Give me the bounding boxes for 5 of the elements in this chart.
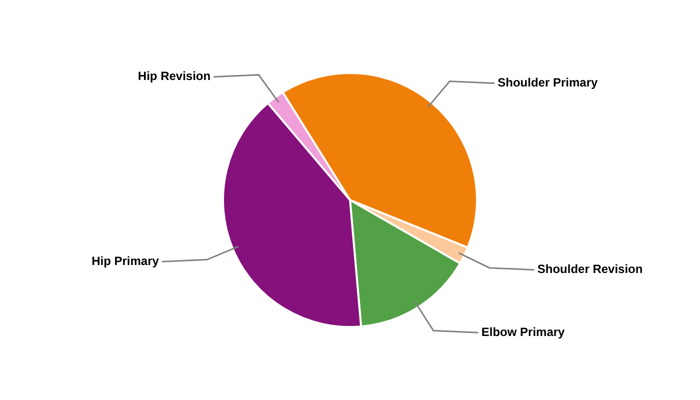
slice-label: Shoulder Primary <box>498 76 598 90</box>
slice-label: Hip Primary <box>92 254 160 268</box>
slice-label: Shoulder Revision <box>537 262 643 276</box>
slice-label: Hip Revision <box>138 69 211 84</box>
slice-label: Elbow Primary <box>481 324 566 339</box>
